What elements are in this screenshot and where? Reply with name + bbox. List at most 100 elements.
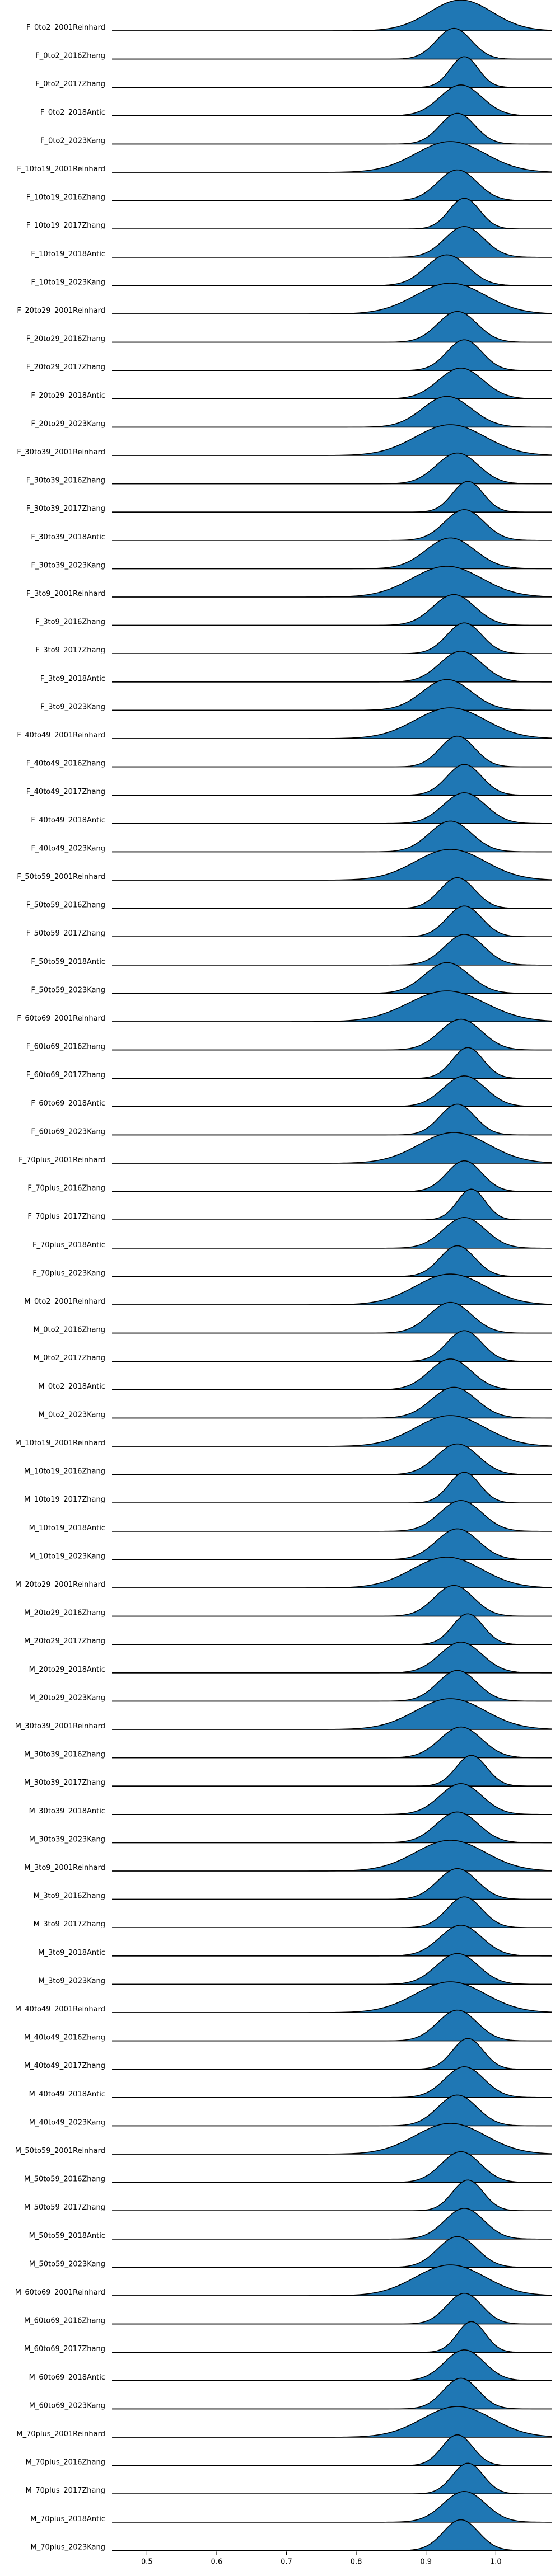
series-label: M_20to29_2001Reinhard — [15, 1581, 105, 1589]
series-label: M_40to49_2023Kang — [29, 2118, 105, 2127]
ridge-area — [112, 1953, 552, 1985]
series-label: F_0to2_2017Zhang — [35, 80, 105, 88]
ridge-row: F_3to9_2016Zhang — [35, 594, 552, 627]
series-label: F_3to9_2023Kang — [40, 703, 105, 711]
ridge-row: M_40to49_2016Zhang — [24, 2009, 552, 2042]
series-label: M_10to19_2023Kang — [29, 1552, 105, 1560]
ridge-row: M_10to19_2001Reinhard — [15, 1415, 552, 1447]
ridge-area — [112, 792, 552, 824]
ridge-row: F_30to39_2016Zhang — [26, 452, 552, 485]
series-label: M_10to19_2017Zhang — [24, 1496, 105, 1504]
ridge-row: M_20to29_2017Zhang — [24, 1613, 552, 1646]
series-label: M_3to9_2017Zhang — [34, 1920, 106, 1929]
ridge-area — [112, 934, 552, 965]
series-label: M_70plus_2001Reinhard — [16, 2430, 105, 2438]
ridge-area — [112, 1302, 552, 1333]
ridge-row: M_70plus_2016Zhang — [26, 2434, 552, 2467]
ridge-row: M_3to9_2016Zhang — [34, 1868, 552, 1901]
ridge-row: M_20to29_2001Reinhard — [15, 1557, 552, 1589]
ridge-row: M_50to59_2018Antic — [29, 2208, 552, 2240]
ridge-area — [112, 821, 552, 852]
series-label: F_70plus_2023Kang — [32, 1269, 105, 1277]
x-tick-label: 0.9 — [420, 2558, 432, 2566]
ridge-area — [112, 1585, 552, 1616]
ridge-area — [112, 1840, 552, 1871]
ridge-row: M_0to2_2016Zhang — [34, 1301, 552, 1334]
ridge-row: M_70plus_2018Antic — [30, 2491, 552, 2523]
ridge-area — [112, 198, 552, 229]
ridge-area — [112, 594, 552, 626]
ridge-area — [112, 962, 552, 994]
series-label: F_70plus_2018Antic — [32, 1241, 105, 1249]
series-label: M_30to39_2001Reinhard — [15, 1722, 105, 1731]
ridge-area — [112, 84, 552, 116]
ridge-row: F_20to29_2016Zhang — [26, 311, 552, 344]
ridge-row: F_40to49_2001Reinhard — [17, 707, 552, 740]
ridge-row: F_70plus_2018Antic — [32, 1217, 552, 1249]
ridge-area — [112, 57, 552, 88]
ridge-area — [112, 340, 552, 371]
series-label: M_60to69_2018Antic — [29, 2373, 105, 2382]
ridge-area — [112, 1274, 552, 1305]
ridge-row: M_20to29_2023Kang — [29, 1670, 552, 1702]
ridge-area — [112, 2434, 552, 2466]
series-label: F_20to29_2001Reinhard — [17, 307, 105, 315]
ridge-area — [112, 679, 552, 711]
ridge-area — [112, 736, 552, 767]
series-label: F_10to19_2023Kang — [31, 278, 105, 286]
ridge-area — [112, 1925, 552, 1956]
series-label: M_30to39_2017Zhang — [24, 1779, 105, 1787]
ridge-row: M_0to2_2018Antic — [38, 1358, 552, 1391]
series-label: F_70plus_2017Zhang — [27, 1212, 105, 1221]
ridge-area — [112, 2151, 552, 2183]
ridge-area — [112, 1783, 552, 1815]
x-tick-label: 0.6 — [211, 2558, 223, 2566]
ridge-area — [112, 991, 552, 1022]
ridge-row: M_20to29_2018Antic — [29, 1642, 552, 1674]
ridge-row: M_3to9_2023Kang — [38, 1953, 552, 1985]
ridge-area — [112, 0, 552, 31]
ridge-area — [112, 1529, 552, 1560]
series-label: F_0to2_2001Reinhard — [26, 23, 105, 32]
ridge-row: F_50to59_2023Kang — [31, 962, 552, 994]
series-label: F_50to59_2016Zhang — [26, 901, 105, 910]
ridge-row: M_10to19_2016Zhang — [24, 1443, 552, 1476]
ridge-area — [112, 849, 552, 880]
series-label: F_40to49_2018Antic — [31, 816, 105, 825]
ridge-area — [112, 1982, 552, 2013]
ridge-area — [112, 1500, 552, 1531]
ridge-area — [112, 170, 552, 201]
series-label: M_70plus_2017Zhang — [26, 2486, 105, 2495]
series-label: F_60to69_2023Kang — [31, 1127, 105, 1136]
ridge-area — [112, 1897, 552, 1928]
ridge-row: F_3to9_2023Kang — [40, 679, 552, 711]
ridge-area — [112, 708, 552, 739]
series-label: M_10to19_2018Antic — [29, 1524, 105, 1533]
series-label: M_20to29_2016Zhang — [24, 1609, 105, 1618]
series-label: M_0to2_2018Antic — [38, 1383, 105, 1391]
ridge-row: F_3to9_2017Zhang — [35, 622, 552, 655]
ridge-row: M_40to49_2023Kang — [29, 2094, 552, 2127]
x-tick-label: 1.0 — [490, 2558, 502, 2566]
ridge-row: F_10to19_2017Zhang — [26, 198, 552, 230]
ridge-row: F_20to29_2001Reinhard — [17, 283, 552, 315]
series-label: F_30to39_2001Reinhard — [17, 448, 105, 457]
ridge-area — [112, 1217, 552, 1248]
series-label: M_20to29_2018Antic — [29, 1666, 105, 1674]
ridge-row: M_70plus_2023Kang — [31, 2519, 552, 2551]
ridge-area — [112, 1104, 552, 1135]
series-label: M_60to69_2001Reinhard — [15, 2288, 105, 2297]
ridge-area — [112, 2208, 552, 2239]
ridge-area — [112, 2378, 552, 2409]
series-label: M_30to39_2018Antic — [29, 1807, 105, 1816]
series-label: F_70plus_2001Reinhard — [18, 1156, 105, 1164]
ridge-row: M_10to19_2017Zhang — [24, 1472, 552, 1504]
series-label: F_50to59_2023Kang — [31, 986, 105, 994]
series-label: M_10to19_2001Reinhard — [15, 1439, 105, 1447]
series-label: M_60to69_2017Zhang — [24, 2345, 105, 2353]
series-label: F_3to9_2017Zhang — [35, 646, 105, 655]
series-label: F_0to2_2023Kang — [40, 137, 105, 145]
series-label: F_3to9_2018Antic — [40, 675, 105, 683]
ridge-row: F_40to49_2017Zhang — [26, 764, 552, 796]
